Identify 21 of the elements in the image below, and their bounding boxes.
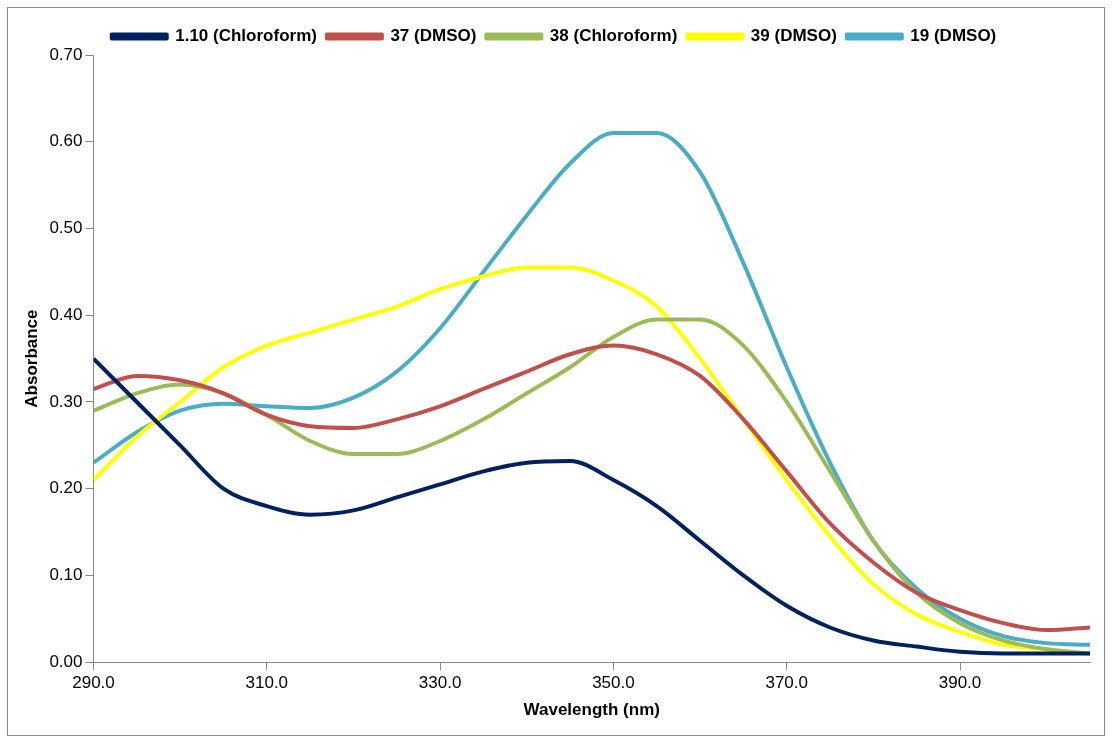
legend-label: 38 (Chloroform) — [549, 26, 678, 46]
x-tick-label: 350.0 — [592, 673, 635, 693]
legend-label: 37 (DMSO) — [390, 26, 477, 46]
x-tick-label: 290.0 — [72, 673, 115, 693]
y-axis-title: Absorbance — [21, 309, 41, 408]
y-tick-label: 0.10 — [49, 565, 83, 585]
y-tick-label: 0.50 — [49, 218, 83, 238]
x-axis-title: Wavelength (nm) — [523, 700, 660, 720]
legend-label: 39 (DMSO) — [750, 26, 837, 46]
legend-label: 19 (DMSO) — [910, 26, 997, 46]
y-tick-label: 0.20 — [49, 478, 83, 498]
y-tick-label: 0.00 — [49, 651, 83, 671]
y-tick-label: 0.40 — [49, 304, 83, 324]
x-tick-label: 390.0 — [938, 673, 982, 693]
y-tick-label: 0.70 — [49, 44, 83, 64]
x-tick-label: 370.0 — [765, 673, 808, 693]
y-tick-label: 0.30 — [49, 391, 83, 411]
y-tick-label: 0.60 — [49, 131, 83, 151]
legend-label: 1.10 (Chloroform) — [175, 26, 317, 46]
x-tick-label: 310.0 — [245, 673, 289, 693]
x-tick-label: 330.0 — [418, 673, 462, 693]
